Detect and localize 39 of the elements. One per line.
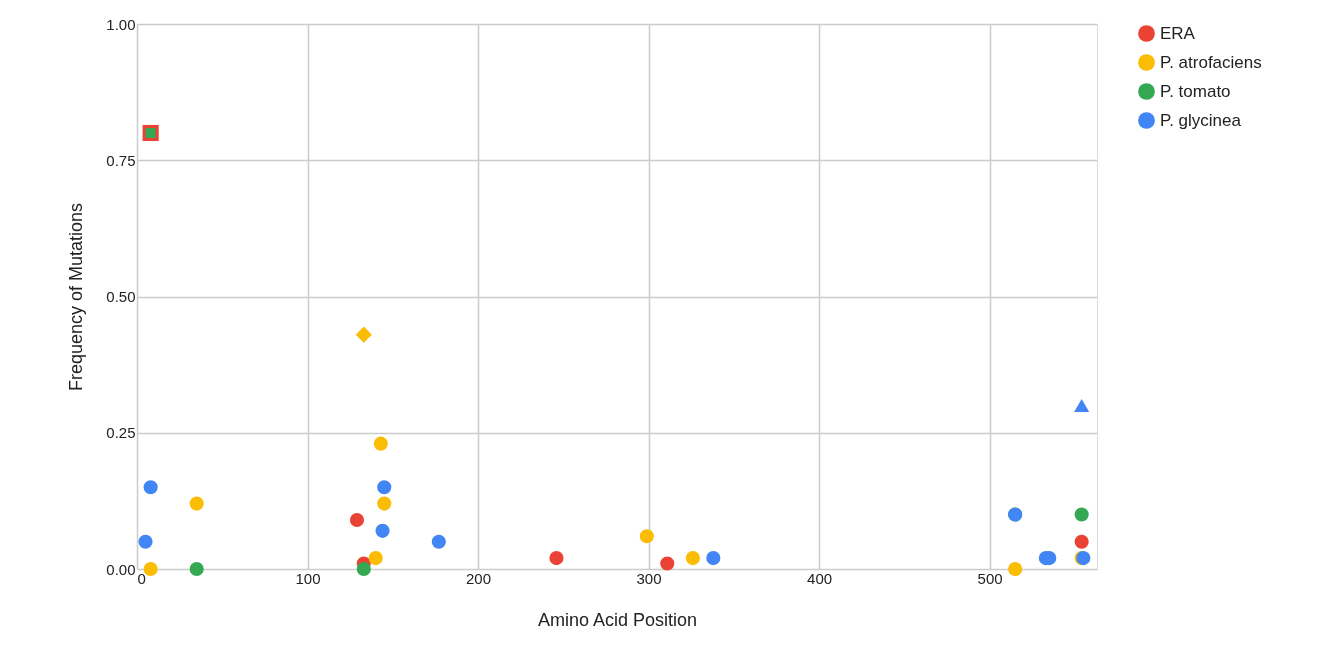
y-tick-label: 0.25 xyxy=(106,424,136,442)
point xyxy=(639,529,654,544)
legend-label: P. glycinea xyxy=(1160,110,1242,130)
point xyxy=(685,551,700,566)
point xyxy=(1008,561,1023,577)
point xyxy=(368,551,383,566)
point xyxy=(431,534,446,549)
x-tick-label: 0 xyxy=(137,569,146,587)
point xyxy=(377,480,392,495)
y-tick-label: 0.75 xyxy=(106,151,136,169)
legend-label: P. tomato xyxy=(1160,81,1231,101)
x-tick-label: 500 xyxy=(977,569,1003,587)
y-tick-label: 0.50 xyxy=(106,288,136,305)
point xyxy=(1074,534,1089,549)
legend-label: ERA xyxy=(1160,23,1196,43)
x-tick-label: 300 xyxy=(636,569,662,587)
x-tick-label: 100 xyxy=(295,569,321,587)
point xyxy=(189,561,204,577)
y-axis-title: Frequency of Mutations xyxy=(66,202,87,392)
x-axis-title: Amino Acid Position xyxy=(537,609,698,630)
point xyxy=(356,561,371,577)
y-tick-label: 0.00 xyxy=(106,560,136,578)
point xyxy=(355,326,372,343)
point xyxy=(375,523,390,538)
point xyxy=(143,480,158,495)
x-tick-label: 400 xyxy=(807,569,833,587)
point xyxy=(373,436,388,451)
point xyxy=(706,551,721,566)
point xyxy=(1074,507,1089,522)
point xyxy=(138,534,153,549)
point xyxy=(1074,398,1090,413)
point xyxy=(549,551,564,566)
x-tick-label: 200 xyxy=(466,569,492,587)
legend-label: P. atrofaciens xyxy=(1160,52,1262,72)
point xyxy=(660,556,675,571)
point xyxy=(377,496,392,511)
point xyxy=(349,512,365,528)
point xyxy=(189,496,204,511)
y-tick-label: 1.00 xyxy=(106,15,136,33)
